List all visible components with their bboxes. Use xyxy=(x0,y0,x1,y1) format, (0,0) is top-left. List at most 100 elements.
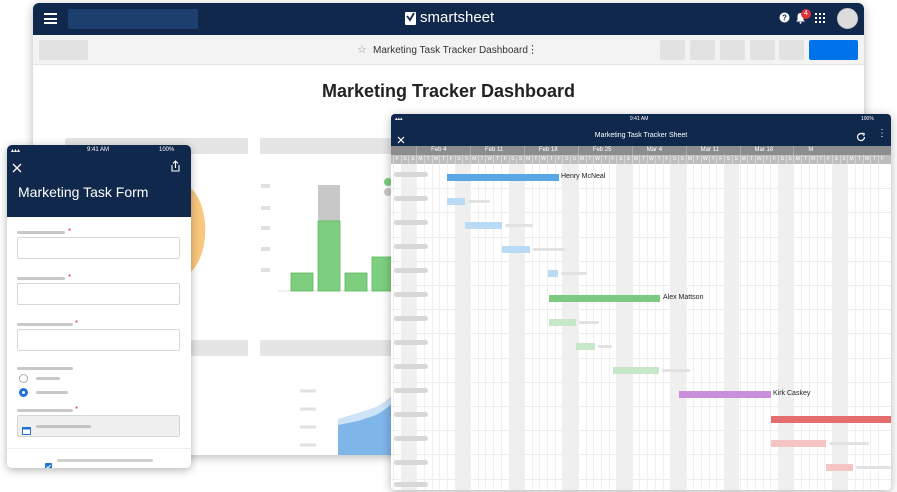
grid-row-line xyxy=(391,309,891,311)
date-placeholder xyxy=(36,425,91,428)
grid-column-line xyxy=(816,164,818,490)
bar-chart xyxy=(261,184,424,292)
grid-column-line xyxy=(654,164,656,490)
task-name xyxy=(394,340,428,345)
toolbar-button-2[interactable] xyxy=(690,40,715,60)
toolbar-button-4[interactable] xyxy=(750,40,775,60)
checkbox-icon[interactable] xyxy=(45,457,52,468)
grid-column-line xyxy=(470,164,471,490)
week-label: Mar 11 xyxy=(685,146,740,155)
signal-icon: ▴▴▴ xyxy=(11,148,21,154)
day-label: T xyxy=(870,155,878,164)
divider xyxy=(7,448,191,449)
gantt-bar[interactable] xyxy=(502,246,530,253)
assignee-label: Alex Mattson xyxy=(663,294,704,301)
more-vertical-icon[interactable]: ⋮ xyxy=(527,44,538,56)
apps-grid-icon[interactable] xyxy=(815,12,825,26)
gantt-bar[interactable] xyxy=(447,198,465,205)
day-label: S xyxy=(508,155,517,164)
grid-row-line xyxy=(391,430,891,432)
gantt-bar[interactable] xyxy=(679,391,771,398)
grid-column-line xyxy=(439,164,441,490)
gantt-bar[interactable] xyxy=(447,174,559,181)
grid-column-line xyxy=(631,164,633,490)
grid-column-line xyxy=(878,164,880,490)
day-label: W xyxy=(754,155,762,164)
gantt-bar[interactable] xyxy=(549,295,660,302)
day-label: M xyxy=(793,155,801,164)
tablet-gantt: ▴▴▴ 9:41 AM 100% Marketing Task Tracker … xyxy=(391,114,891,490)
day-label: F xyxy=(446,155,455,164)
required-mark: * xyxy=(68,273,72,282)
toolbar-button-3[interactable] xyxy=(720,40,745,60)
day-label: S xyxy=(570,155,578,164)
field-label-1 xyxy=(17,231,65,234)
gantt-bar-label xyxy=(505,224,533,227)
task-name xyxy=(394,388,428,393)
gantt-bar[interactable] xyxy=(549,319,576,326)
mobile-form: ▴▴▴ 9:41 AM 100% Marketing Task Form * *… xyxy=(7,145,191,468)
gantt-bar[interactable] xyxy=(548,270,558,277)
grid-column-line xyxy=(793,164,795,490)
refresh-icon[interactable] xyxy=(856,129,866,147)
day-label: S xyxy=(400,155,409,164)
radio-option-2[interactable] xyxy=(19,388,28,397)
radio-group-label xyxy=(17,367,73,370)
date-field[interactable] xyxy=(17,415,180,437)
form-header: ▴▴▴ 9:41 AM 100% Marketing Task Form xyxy=(7,145,191,217)
day-label: S xyxy=(785,155,794,164)
required-mark: * xyxy=(75,319,79,328)
close-icon[interactable] xyxy=(397,131,405,149)
day-label: S xyxy=(731,155,740,164)
toolbar-button-1[interactable] xyxy=(660,40,685,60)
gantt-bar[interactable] xyxy=(576,343,595,350)
close-icon[interactable] xyxy=(12,160,22,178)
grid-row-line xyxy=(391,333,891,335)
gantt-grid: Henry McNeal Alex Mattson Kirk Caskey xyxy=(391,164,891,490)
toolbar-back-button[interactable] xyxy=(39,40,88,60)
day-label: F xyxy=(662,155,671,164)
toolbar-button-5[interactable] xyxy=(779,40,804,60)
weekend-shade xyxy=(670,164,686,490)
task-name xyxy=(394,172,428,177)
day-label: T xyxy=(531,155,540,164)
search-bar[interactable] xyxy=(68,9,198,29)
gantt-bar-label xyxy=(579,321,599,324)
grid-row-line xyxy=(391,188,891,190)
weekend-shade xyxy=(562,164,578,490)
grid-row-line xyxy=(391,454,891,456)
radio-option-1[interactable] xyxy=(19,374,28,383)
gantt-bar[interactable] xyxy=(826,464,853,471)
day-label: W xyxy=(485,155,493,164)
hamburger-icon[interactable] xyxy=(44,13,57,24)
star-icon[interactable]: ☆ xyxy=(357,44,367,56)
share-button[interactable] xyxy=(809,40,858,60)
day-label: S xyxy=(670,155,678,164)
gantt-bar[interactable] xyxy=(465,222,502,229)
day-label: T xyxy=(600,155,609,164)
text-field-2[interactable] xyxy=(17,283,180,305)
help-icon[interactable]: ? xyxy=(779,12,790,26)
share-icon[interactable] xyxy=(170,159,181,177)
gantt-bar[interactable] xyxy=(771,416,891,423)
required-mark: * xyxy=(75,405,79,414)
day-label: W xyxy=(701,155,708,164)
day-label: T xyxy=(423,155,432,164)
sheet-title: Marketing Task Tracker Sheet xyxy=(594,132,688,139)
avatar[interactable] xyxy=(837,8,858,29)
task-name xyxy=(394,244,428,249)
gantt-bar[interactable] xyxy=(613,367,659,374)
grid-row-line xyxy=(391,381,891,383)
day-label: F xyxy=(716,155,724,164)
text-field-1[interactable] xyxy=(17,237,180,259)
gantt-bar[interactable] xyxy=(771,440,826,447)
grid-column-line xyxy=(685,164,687,490)
task-name xyxy=(394,292,428,297)
day-label: F xyxy=(554,155,563,164)
text-field-3[interactable] xyxy=(17,329,180,351)
gantt-bar-label xyxy=(856,466,891,469)
gantt-bar-label xyxy=(829,442,869,445)
more-vertical-icon[interactable]: ⋮ xyxy=(877,128,887,139)
day-label: S xyxy=(724,155,732,164)
grid-column-line xyxy=(647,164,649,490)
